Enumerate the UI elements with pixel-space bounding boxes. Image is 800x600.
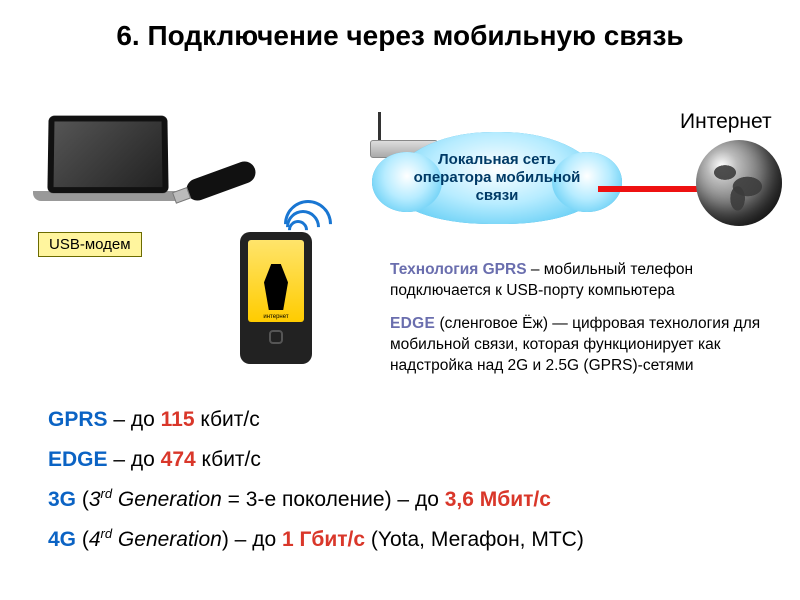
- speed-unit: Гбит/с: [294, 528, 365, 551]
- phone-screen-caption: интернет: [263, 314, 288, 320]
- speed-value: 1: [282, 528, 294, 551]
- speed-row: EDGE – до 474 кбит/с: [48, 440, 584, 480]
- speed-unit: кбит/с: [195, 408, 260, 431]
- proto-name: EDGE: [48, 448, 108, 471]
- proto-name: 3G: [48, 488, 76, 511]
- dash: – до: [108, 408, 161, 431]
- edge-desc: (сленговое Ёж) — цифровая технология для…: [390, 315, 760, 374]
- speed-unit: кбит/с: [196, 448, 261, 471]
- speed-list: GPRS – до 115 кбит/с EDGE – до 474 кбит/…: [48, 400, 584, 560]
- gen-note: (3rd Generation = 3-е поколение): [76, 488, 392, 511]
- laptop-icon: [48, 115, 183, 201]
- phone-screen: интернет: [248, 240, 304, 322]
- gprs-keyword: Технология GPRS: [390, 261, 527, 278]
- technology-description: Технология GPRS – мобильный телефон подк…: [390, 260, 780, 389]
- providers: (Yota, Мегафон, МТС): [365, 528, 584, 551]
- speed-value: 474: [161, 448, 196, 471]
- smartphone-icon: интернет: [240, 232, 312, 364]
- usb-modem-icon: [183, 158, 258, 203]
- operator-cloud: Локальная сеть оператора мобильной связи: [392, 132, 602, 224]
- speed-row: 3G (3rd Generation = 3-е поколение) – до…: [48, 480, 584, 520]
- speed-row: GPRS – до 115 кбит/с: [48, 400, 584, 440]
- speed-row: 4G (4rd Generation) – до 1 Гбит/с (Yota,…: [48, 520, 584, 560]
- wifi-signal-icon: [288, 190, 348, 250]
- speed-unit: Мбит/с: [474, 488, 551, 511]
- dash: – до: [108, 448, 161, 471]
- proto-name: GPRS: [48, 408, 108, 431]
- gen-note: (4rd Generation): [76, 528, 229, 551]
- connection-line: [598, 186, 708, 192]
- dash: – до: [229, 528, 282, 551]
- cloud-label: Локальная сеть оператора мобильной связи: [406, 151, 588, 205]
- speed-value: 115: [161, 408, 195, 431]
- edge-keyword: EDGE: [390, 315, 435, 332]
- globe-icon: [696, 140, 782, 226]
- proto-name: 4G: [48, 528, 76, 551]
- usb-modem-label: USB-модем: [38, 232, 142, 257]
- internet-label: Интернет: [680, 110, 772, 134]
- speed-value: 3,6: [445, 488, 474, 511]
- dash: – до: [392, 488, 445, 511]
- diagram-canvas: USB-модем интернет Локальная сеть операт…: [0, 0, 800, 600]
